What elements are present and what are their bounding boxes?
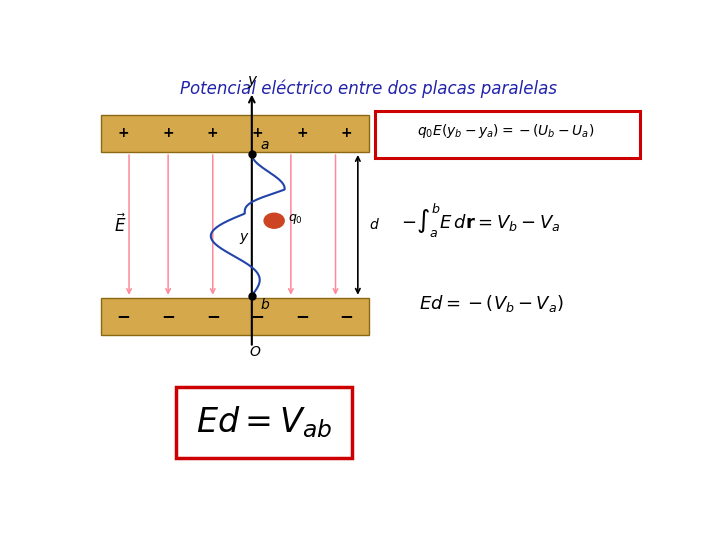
Text: y: y bbox=[239, 231, 248, 245]
Text: O: O bbox=[249, 346, 260, 360]
Text: $q_0$: $q_0$ bbox=[288, 212, 303, 226]
Bar bbox=[101, 298, 369, 335]
Text: −: − bbox=[161, 307, 175, 326]
Text: +: + bbox=[251, 126, 264, 140]
Text: Potencial eléctrico entre dos placas paralelas: Potencial eléctrico entre dos placas par… bbox=[181, 79, 557, 98]
Text: d: d bbox=[369, 218, 378, 232]
Text: $\vec{E}$: $\vec{E}$ bbox=[114, 214, 127, 236]
Text: −: − bbox=[340, 307, 354, 326]
Text: a: a bbox=[260, 138, 269, 152]
Text: −: − bbox=[206, 307, 220, 326]
Text: −: − bbox=[117, 307, 130, 326]
Text: −: − bbox=[295, 307, 309, 326]
Text: $-\int_a^b E\,d\mathbf{r} = V_b - V_a$: $-\int_a^b E\,d\mathbf{r} = V_b - V_a$ bbox=[401, 201, 560, 240]
Text: y: y bbox=[248, 73, 256, 87]
Text: +: + bbox=[207, 126, 219, 140]
Text: +: + bbox=[162, 126, 174, 140]
Circle shape bbox=[264, 213, 284, 228]
Text: −: − bbox=[251, 307, 264, 326]
Text: +: + bbox=[341, 126, 353, 140]
Text: +: + bbox=[117, 126, 130, 140]
Text: +: + bbox=[296, 126, 308, 140]
Bar bbox=[374, 111, 639, 158]
Bar bbox=[101, 114, 369, 152]
Text: $q_0E(y_b - y_a) = -(U_b - U_a)$: $q_0E(y_b - y_a) = -(U_b - U_a)$ bbox=[417, 123, 594, 140]
Text: $Ed = V_{ab}$: $Ed = V_{ab}$ bbox=[197, 404, 333, 440]
Text: b: b bbox=[260, 298, 269, 312]
Text: $Ed = -(V_b - V_a)$: $Ed = -(V_b - V_a)$ bbox=[419, 293, 564, 314]
Bar bbox=[176, 387, 352, 458]
